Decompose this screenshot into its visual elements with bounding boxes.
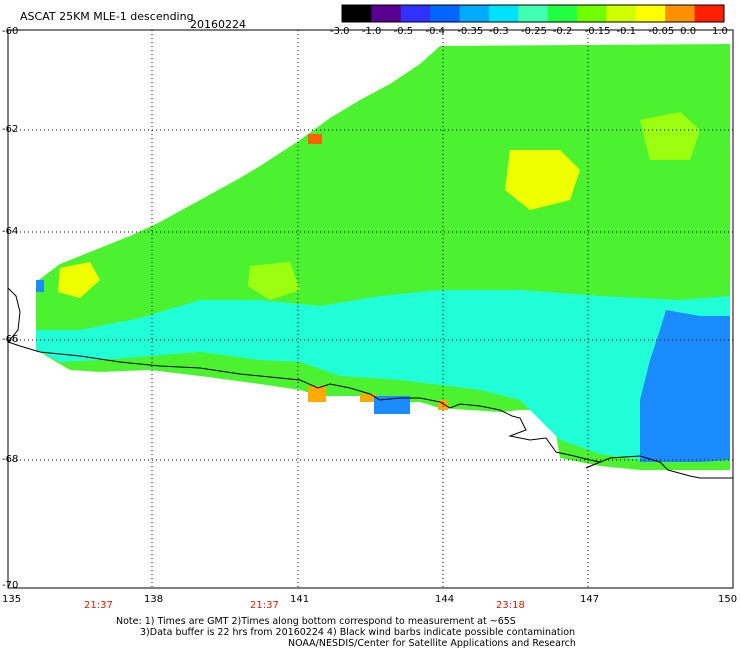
colorbar-swatch (694, 5, 725, 22)
note-line-2: 3)Data buffer is 22 hrs from 20160224 4)… (140, 627, 576, 638)
map-title: ASCAT 25KM MLE-1 descending (20, 10, 194, 23)
graticule (8, 30, 733, 588)
swath-orange-2 (438, 400, 448, 410)
lat-label-70: -70 (2, 580, 19, 591)
colorbar-tick-label: -0.15 (584, 26, 611, 37)
lon-label-147: 147 (580, 594, 600, 605)
lon-label-141: 141 (290, 594, 310, 605)
colorbar-swatch (342, 5, 372, 22)
lat-label-64: -64 (2, 226, 19, 237)
time-label-2: 21:37 (250, 600, 279, 611)
note-line-3: NOAA/NESDIS/Center for Satellite Applica… (288, 638, 576, 649)
swath-yellow-patch-3 (640, 112, 700, 160)
colorbar-tick-label: 0.0 (680, 26, 697, 37)
lon-label-138: 138 (144, 594, 164, 605)
note-line-1: Note: 1) Times are GMT 2)Times along bot… (116, 616, 516, 627)
colorbar-tick-label: -3.0 (330, 26, 350, 37)
colorbar (341, 4, 725, 23)
swath-orange-3 (308, 134, 322, 144)
lat-label-68: -68 (2, 454, 19, 465)
lat-label-60: -60 (2, 26, 19, 37)
colorbar-swatch (488, 5, 519, 22)
coastline (7, 287, 733, 479)
colorbar-swatch (371, 5, 402, 22)
colorbar-tick-label: -1.0 (361, 26, 382, 37)
swath-blue-edge (36, 280, 44, 292)
colorbar-tick-label: -0.2 (552, 26, 573, 37)
colorbar-swatch (577, 5, 607, 22)
lon-label-144: 144 (435, 594, 455, 605)
time-label-3: 23:18 (496, 600, 525, 611)
colorbar-tick-label: -0.25 (521, 26, 547, 37)
colorbar-swatch (430, 5, 461, 22)
lon-label-150: 150 (718, 594, 738, 605)
colorbar-swatch (400, 5, 431, 22)
colorbar-swatch (665, 5, 696, 22)
lat-label-66: -66 (2, 334, 19, 345)
colorbar-swatch (459, 5, 490, 22)
swath-yellow-patch-1 (505, 150, 580, 210)
lon-label-135: 135 (2, 594, 22, 605)
colorbar-tick-label: 1.0 (712, 26, 728, 37)
wind-swath (36, 44, 730, 470)
lat-label-62: -62 (2, 124, 19, 135)
colorbar-tick-label: -0.1 (616, 26, 637, 37)
plot-frame (7, 29, 734, 589)
colorbar-tick-label: -0.5 (393, 26, 414, 37)
swath-cyan-band (36, 290, 730, 460)
map-date: 20160224 (190, 18, 246, 31)
colorbar-tick-label: -0.05 (648, 26, 675, 37)
swath-blue-coast (374, 396, 410, 414)
swath-yellow-patch-2 (58, 262, 100, 298)
swath-blue-block (640, 310, 730, 462)
colorbar-swatch (518, 5, 549, 22)
colorbar-tick-label: -0.35 (457, 26, 484, 37)
swath-yellow-patch-4 (248, 262, 300, 300)
colorbar-tick-label: -0.3 (489, 26, 509, 37)
colorbar-tick-label: -0.4 (425, 26, 446, 37)
colorbar-swatch (635, 5, 666, 22)
colorbar-swatch (547, 5, 578, 22)
time-label-1: 21:37 (84, 600, 113, 611)
colorbar-frame (341, 4, 725, 23)
colorbar-swatch (606, 5, 637, 22)
swath-orange-1 (308, 386, 326, 402)
swath-orange-4 (360, 394, 376, 402)
